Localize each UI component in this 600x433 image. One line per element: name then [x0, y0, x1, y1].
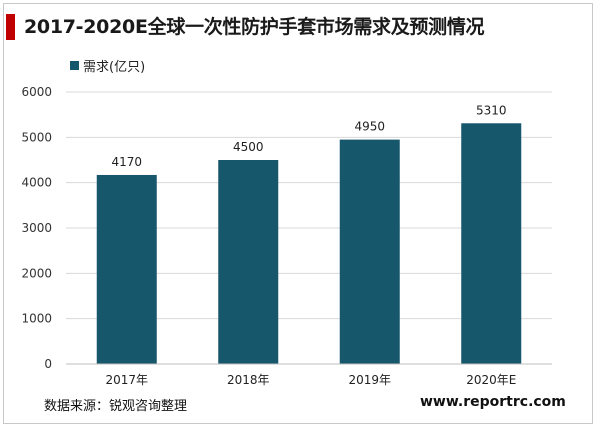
x-tick-label: 2019年: [348, 373, 391, 387]
y-tick-label: 4000: [21, 176, 52, 190]
data-label: 5310: [476, 103, 507, 117]
legend-label: 需求(亿只): [83, 60, 146, 75]
y-tick-label: 2000: [21, 266, 52, 280]
x-axis-ticks: 2017年 2018年 2019年 2020年E: [105, 373, 516, 387]
bar-1: [96, 174, 157, 364]
bar-4: [461, 123, 522, 364]
bar-2: [218, 160, 279, 364]
y-axis-ticks: 0 1000 2000 3000 4000 5000 6000: [21, 85, 52, 371]
title-accent-bar: [6, 14, 15, 40]
data-labels: 4170 4500 4950 5310: [111, 103, 506, 169]
data-label: 4170: [111, 155, 142, 169]
y-tick-label: 3000: [21, 221, 52, 235]
legend-swatch: [70, 61, 79, 70]
bars: [96, 123, 522, 364]
x-tick-label: 2020年E: [466, 373, 516, 387]
y-tick-label: 6000: [21, 85, 52, 99]
data-label: 4500: [233, 140, 264, 154]
y-tick-label: 1000: [21, 312, 52, 326]
y-tick-label: 0: [44, 357, 52, 371]
source-note: 数据来源：锐观咨询整理: [44, 399, 188, 414]
data-label: 4950: [354, 120, 385, 134]
bar-3: [339, 139, 400, 364]
x-tick-label: 2017年: [105, 373, 148, 387]
x-tick-label: 2018年: [227, 373, 270, 387]
chart-title: 2017-2020E全球一次性防护手套市场需求及预测情况: [24, 16, 485, 38]
legend: 需求(亿只): [70, 56, 145, 75]
y-tick-label: 5000: [21, 130, 52, 144]
website-link[interactable]: www.reportrc.com: [420, 394, 566, 410]
